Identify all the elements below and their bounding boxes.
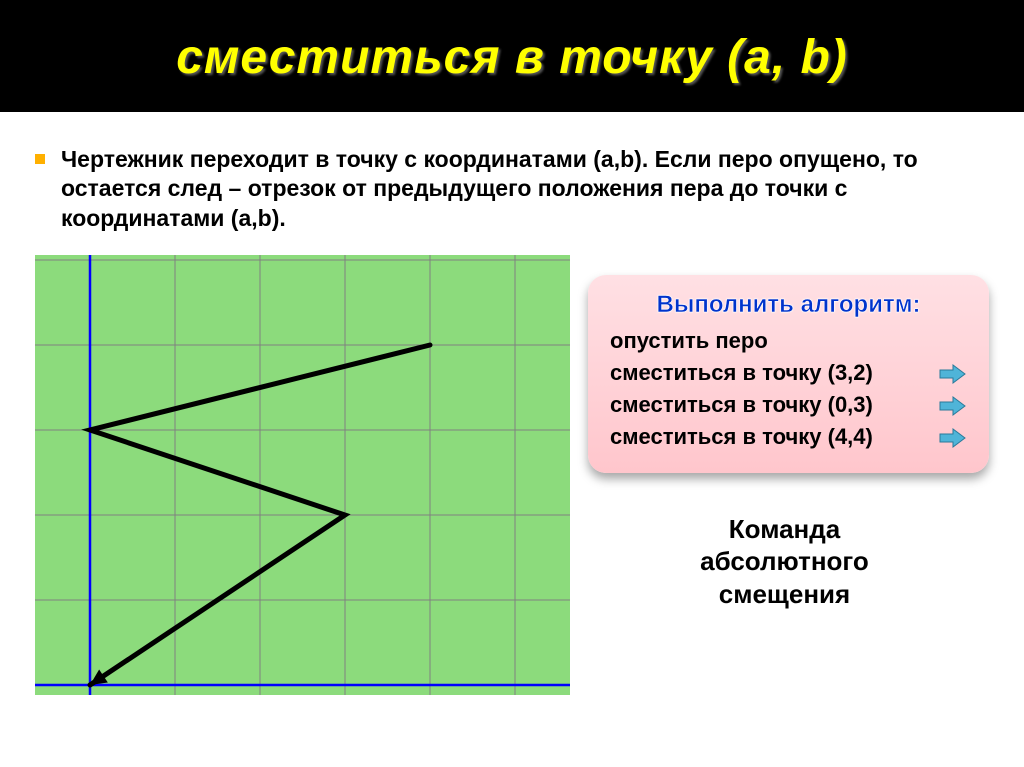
caption-line-2: абсолютного [580,545,989,578]
right-column: Выполнить алгоритм: опустить перосместит… [580,255,989,695]
algorithm-title: Выполнить алгоритм: [610,291,967,319]
algo-step-text: сместиться в точку (4,4) [610,421,873,453]
caption: Команда абсолютного смещения [580,513,989,611]
algo-step: сместиться в точку (4,4) [610,421,967,453]
algo-step: опустить перо [610,325,967,357]
caption-line-1: Команда [580,513,989,546]
slide-title: сместиться в точку (a, b) [176,30,848,85]
paragraph-text: Чертежник переходит в точку с координата… [61,145,989,233]
arrow-right-icon [939,426,967,448]
paragraph-row: Чертежник переходит в точку с координата… [35,145,989,233]
content-area: Чертежник переходит в точку с координата… [0,115,1024,705]
grid-chart [35,255,570,695]
algo-step: сместиться в точку (3,2) [610,357,967,389]
arrow-right-icon [939,394,967,416]
algo-step-text: сместиться в точку (3,2) [610,357,873,389]
chart-svg [35,255,570,695]
algorithm-box: Выполнить алгоритм: опустить перосместит… [588,275,989,473]
algo-step-text: опустить перо [610,325,768,357]
arrow-right-icon [939,362,967,384]
bullet-icon [35,154,45,164]
caption-line-3: смещения [580,578,989,611]
algo-step-text: сместиться в точку (0,3) [610,389,873,421]
slide-header: сместиться в точку (a, b) [0,0,1024,115]
lower-row: Выполнить алгоритм: опустить перосместит… [35,255,989,695]
algo-step: сместиться в точку (0,3) [610,389,967,421]
